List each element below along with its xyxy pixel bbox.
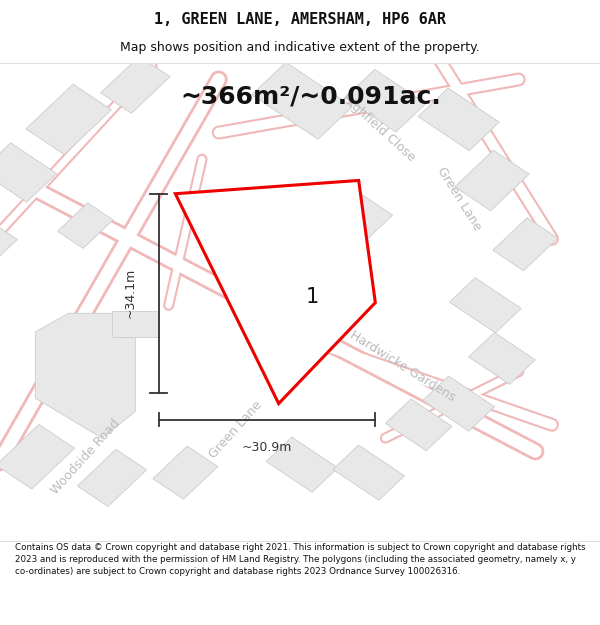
Polygon shape bbox=[385, 399, 452, 451]
Polygon shape bbox=[153, 446, 218, 499]
Polygon shape bbox=[266, 437, 338, 493]
Text: Woodside Road: Woodside Road bbox=[49, 417, 122, 497]
Polygon shape bbox=[26, 84, 112, 154]
Text: 1, GREEN LANE, AMERSHAM, HP6 6AR: 1, GREEN LANE, AMERSHAM, HP6 6AR bbox=[154, 12, 446, 28]
Polygon shape bbox=[493, 217, 558, 271]
Polygon shape bbox=[455, 150, 529, 211]
Text: ~34.1m: ~34.1m bbox=[124, 268, 136, 319]
Polygon shape bbox=[311, 181, 392, 244]
Text: Highfield Close: Highfield Close bbox=[340, 91, 418, 164]
Polygon shape bbox=[77, 449, 146, 506]
Polygon shape bbox=[101, 56, 170, 113]
Text: Green Lane: Green Lane bbox=[206, 399, 265, 461]
Polygon shape bbox=[0, 424, 74, 489]
Text: ~30.9m: ~30.9m bbox=[242, 441, 292, 454]
Text: Green Lane: Green Lane bbox=[434, 165, 484, 233]
Polygon shape bbox=[423, 376, 494, 431]
Polygon shape bbox=[0, 214, 17, 264]
Text: ~366m²/~0.091ac.: ~366m²/~0.091ac. bbox=[180, 84, 441, 108]
Text: Contains OS data © Crown copyright and database right 2021. This information is : Contains OS data © Crown copyright and d… bbox=[15, 543, 586, 576]
Text: Hardwicke Gardens: Hardwicke Gardens bbox=[347, 329, 457, 404]
Polygon shape bbox=[0, 143, 56, 202]
Polygon shape bbox=[469, 332, 535, 384]
Polygon shape bbox=[251, 62, 352, 139]
Polygon shape bbox=[418, 88, 499, 151]
Polygon shape bbox=[35, 313, 136, 438]
Text: Map shows position and indicative extent of the property.: Map shows position and indicative extent… bbox=[120, 41, 480, 54]
Polygon shape bbox=[112, 311, 158, 337]
Polygon shape bbox=[58, 203, 113, 248]
Polygon shape bbox=[287, 228, 350, 276]
Text: 1: 1 bbox=[305, 288, 319, 308]
Polygon shape bbox=[333, 445, 404, 500]
Polygon shape bbox=[345, 69, 426, 132]
Polygon shape bbox=[449, 278, 521, 333]
Polygon shape bbox=[175, 181, 376, 404]
